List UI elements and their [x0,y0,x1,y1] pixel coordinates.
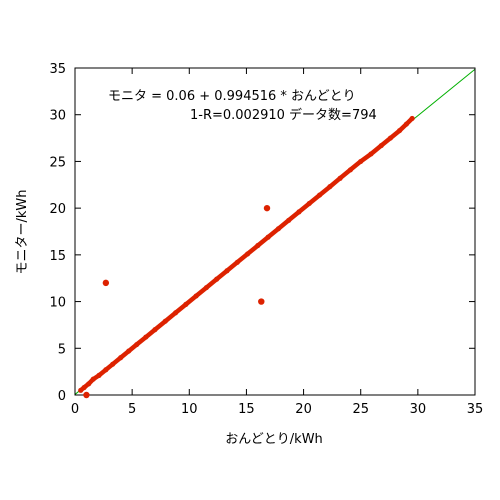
data-point [347,167,354,173]
x-tick-label: 0 [71,402,79,417]
x-tick-label: 20 [295,402,312,417]
data-point [296,209,302,215]
data-point [387,135,394,141]
plot-frame [74,67,476,396]
data-point [244,251,251,257]
data-point [118,355,124,361]
data-point [368,151,374,157]
y-tick-label: 35 [49,62,66,77]
y-tick-label: 10 [49,296,66,311]
data-point [337,175,343,181]
y-tick-label: 5 [58,342,66,357]
x-tick-label: 15 [238,402,255,417]
data-point [152,327,158,333]
data-point [81,384,87,391]
data-point [234,259,240,265]
y-tick-label: 0 [58,389,66,404]
y-tick-label: 25 [49,155,66,170]
data-point [126,348,132,354]
y-tick-label: 30 [49,109,66,124]
y-tick-label: 20 [49,202,66,217]
data-point [396,127,403,134]
data-point [258,298,265,305]
x-tick-label: 10 [181,402,198,417]
data-point [193,293,199,299]
data-point [143,334,149,340]
data-point [162,318,168,324]
data-point [263,204,271,212]
x-tick-label: 5 [128,402,136,417]
data-point [102,279,110,287]
axes [74,67,476,396]
data-point [214,276,220,282]
data-point [96,372,102,378]
data-point [275,226,282,232]
x-tick-label: 35 [467,402,484,417]
annotation-stats: 1-R=0.002910 データ数=794 [190,107,377,123]
data-point [327,184,333,190]
data-point [103,367,109,373]
data-point [316,192,323,198]
x-tick-label: 30 [410,402,427,417]
data-point [90,376,96,382]
data-point [403,121,410,127]
data-point [378,142,384,149]
y-axis-label: モニター/kWh [15,189,30,274]
annotation-equation: モニタ = 0.06 + 0.994516 * おんどとり [108,89,356,104]
data-point [358,158,364,165]
data-point [134,341,140,348]
data-point [83,391,90,399]
data-point [78,387,84,393]
ticks-layer: 0 5 10 15 20 25 30 35 0 5 10 15 20 25 30 35 [49,62,483,417]
data-point [286,217,292,223]
data-point [265,234,271,240]
data-point [306,200,312,207]
y-tick-label: 15 [49,249,66,264]
data-point [203,284,210,291]
data-point [110,361,116,367]
data-point [409,115,415,122]
data-point [86,381,92,387]
x-tick-label: 25 [352,402,369,417]
x-axis-label: おんどとり/kWh [225,432,323,447]
data-point [224,268,230,274]
data-point [183,301,189,307]
data-point [255,242,261,249]
data-point [172,310,179,316]
points-layer [78,115,415,399]
